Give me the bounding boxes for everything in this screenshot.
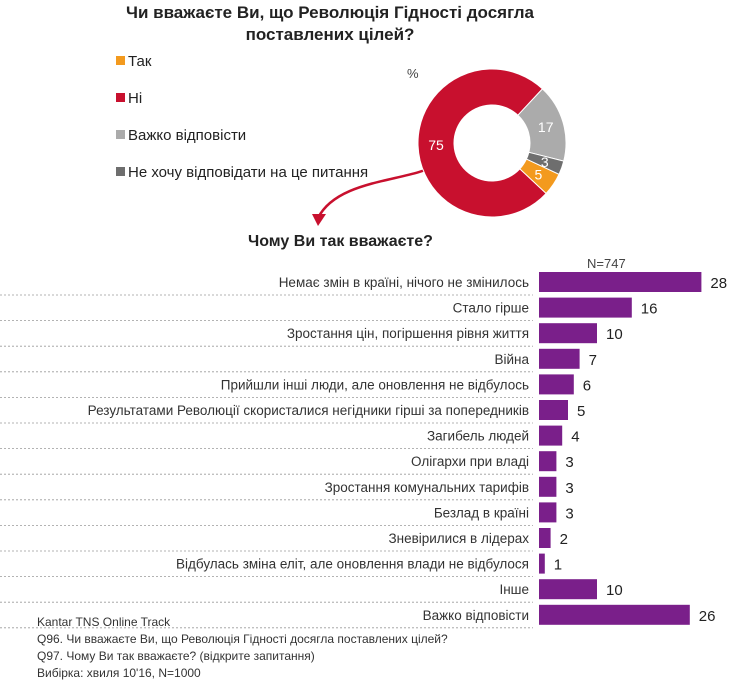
legend-item-no: Ні: [116, 89, 143, 109]
footer-q97: Q97. Чому Ви так вважаєте? (відкрите зап…: [37, 649, 315, 663]
bar-value-label: 10: [606, 326, 623, 343]
pie-chart-title: Чи вважаєте Ви, що Революція Гідності до…: [126, 3, 534, 44]
bar-value-label: 3: [565, 505, 573, 522]
pie-slice-label-hard-to-say: 17: [538, 119, 554, 135]
bar-category-label: Війна: [494, 352, 529, 367]
bar-value-label: 6: [583, 377, 591, 394]
bar: [539, 604, 690, 625]
bar-category-label: Зростання комунальних тарифів: [325, 480, 529, 495]
bar-value-label: 26: [699, 608, 716, 625]
bar: [539, 528, 551, 548]
bar-value-label: 10: [606, 582, 623, 599]
bar-category-label: Зростання цін, погіршення рівня життя: [287, 326, 529, 341]
bar-category-label: Результатами Революції скористалися негі…: [88, 403, 529, 418]
pie-slice-no: [417, 68, 547, 218]
bar-value-label: 16: [641, 301, 658, 318]
bar: [539, 348, 580, 369]
legend-swatch-refuse: [116, 167, 125, 176]
bar: [539, 553, 545, 574]
bar-value-label: 3: [565, 480, 573, 497]
pie-unit-label: %: [407, 66, 419, 81]
bar-category-label: Зневірилися в лідерах: [388, 531, 529, 546]
bar-value-label: 2: [560, 531, 568, 548]
legend-item-refuse: Не хочу відповідати на це питання: [116, 163, 373, 183]
legend-label-refuse: Не хочу відповідати на це питання: [128, 164, 369, 181]
footer-sample: Вибірка: хвиля 10'16, N=1000: [37, 666, 201, 680]
bar-value-label: 7: [589, 352, 597, 369]
footer-notes: Kantar TNS Online Track Q96. Чи вважаєте…: [37, 614, 448, 682]
bar-value-label: 4: [571, 429, 579, 446]
bar: [539, 425, 563, 446]
bar-value-label: 5: [577, 403, 585, 420]
bar-value-label: 28: [710, 275, 727, 292]
bar: [539, 476, 557, 497]
link-arrowhead: [312, 214, 326, 226]
bar-category-label: Інше: [499, 582, 529, 597]
bar: [539, 297, 632, 318]
bar-category-label: Стало гірше: [453, 301, 529, 316]
legend-item-yes: Так: [116, 52, 152, 72]
bar-category-label: Відбулась зміна еліт, але оновлення влад…: [176, 557, 529, 572]
legend-label-yes: Так: [128, 53, 152, 70]
bar-category-label: Немає змін в країні, нічого не змінилось: [279, 275, 529, 290]
bar-category-label: Прийшли інші люди, але оновлення не відб…: [221, 377, 529, 392]
bar-category-label: Олігархи при владі: [411, 454, 529, 469]
bar: [539, 323, 597, 344]
pie-slice-refuse: [525, 151, 565, 175]
bar: [539, 374, 574, 395]
bar: [539, 579, 597, 600]
pie-slice-label-refuse: 3: [541, 154, 549, 170]
legend-swatch-hard-to-say: [116, 130, 125, 139]
bar-value-label: 3: [565, 454, 573, 471]
bar-category-label: Загибель людей: [427, 429, 529, 444]
legend-item-hard-to-say: Важко відповісти: [116, 126, 247, 146]
bar: [539, 400, 568, 420]
bar-category-label: Безлад в країні: [434, 505, 529, 520]
sample-size-note: N=747: [587, 256, 626, 271]
bar: [539, 272, 702, 292]
legend-label-no: Ні: [128, 90, 143, 107]
bar: [539, 451, 557, 472]
bar: [539, 502, 557, 523]
pie-slice-label-yes: 5: [535, 166, 543, 182]
bar-value-label: 1: [554, 557, 562, 574]
footer-source: Kantar TNS Online Track: [37, 615, 171, 629]
bar-chart-title: Чому Ви так вважаєте?: [248, 233, 433, 250]
footer-q96: Q96. Чи вважаєте Ви, що Революція Гіднос…: [37, 632, 448, 646]
legend-swatch-yes: [116, 56, 125, 65]
pie-slice-label-no: 75: [428, 137, 444, 153]
bar-category-label: Важко відповісти: [423, 608, 529, 623]
legend-label-hard-to-say: Важко відповісти: [128, 127, 247, 144]
legend-swatch-no: [116, 93, 125, 102]
